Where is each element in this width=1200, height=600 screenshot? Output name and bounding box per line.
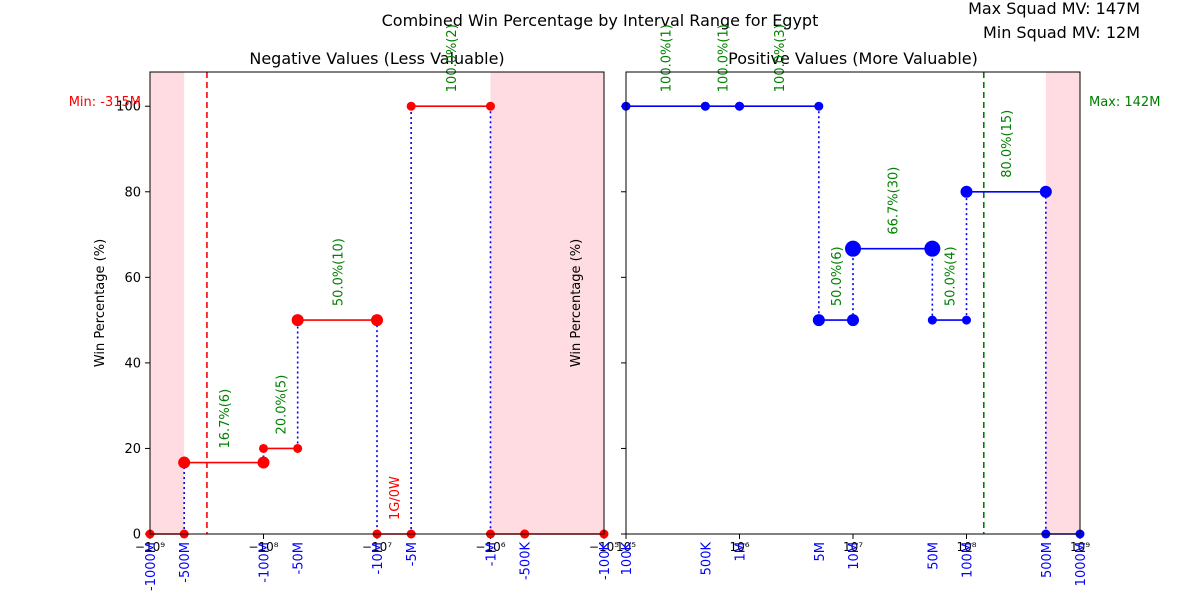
segment-point bbox=[486, 101, 495, 111]
max-marker-label: Max: 142M bbox=[1089, 95, 1160, 110]
win-pct-label: 50.0%(10) bbox=[331, 238, 346, 306]
segment-point bbox=[293, 443, 303, 453]
win-pct-label: 100.0%(1) bbox=[660, 24, 675, 92]
interval-tick-label: 1000M bbox=[1074, 542, 1089, 586]
win-pct-label: 50.0%(4) bbox=[943, 246, 958, 306]
win-pct-label: 80.0%(15) bbox=[1000, 110, 1015, 178]
interval-tick-label: 500M bbox=[1040, 542, 1055, 578]
interval-tick-label: -1M bbox=[485, 542, 500, 566]
segment-point bbox=[847, 314, 859, 327]
panel-title: Negative Values (Less Valuable) bbox=[249, 49, 504, 68]
y-tick-label: 80 bbox=[124, 185, 141, 200]
y-tick-label: 60 bbox=[124, 271, 141, 286]
win-pct-label: 66.7%(30) bbox=[887, 167, 902, 235]
segment-point bbox=[291, 314, 304, 327]
segment-point bbox=[960, 185, 973, 198]
interval-tick-label: 5M bbox=[813, 542, 828, 562]
x-tick-label: −10⁸ bbox=[248, 540, 278, 554]
no-win-label: 1G/0W bbox=[388, 476, 403, 520]
x-tick-label: 10⁷ bbox=[843, 540, 863, 554]
win-pct-label: 100.0%(2) bbox=[445, 24, 460, 92]
segment-point bbox=[1039, 185, 1052, 198]
x-tick-label: −10⁵ bbox=[589, 540, 619, 554]
interval-tick-label: -50M bbox=[292, 542, 307, 574]
segment-point bbox=[406, 101, 416, 111]
segment-point bbox=[924, 240, 941, 257]
interval-tick-label: -100M bbox=[258, 542, 273, 583]
segment-point bbox=[962, 315, 971, 325]
axes-frame bbox=[149, 71, 605, 535]
interval-tick-label: 50M bbox=[926, 542, 941, 570]
interval-tick-label: -1000M bbox=[144, 542, 159, 591]
segment-point bbox=[735, 101, 744, 111]
interval-tick-label: -500K bbox=[519, 542, 534, 581]
x-tick-label: 10⁹ bbox=[1070, 540, 1090, 554]
win-pct-label: 100.0%(1) bbox=[716, 24, 731, 92]
win-pct-label: 50.0%(6) bbox=[830, 246, 845, 306]
min-marker-label: Min: -315M bbox=[69, 95, 141, 110]
interval-tick-label: -10M bbox=[371, 542, 386, 574]
interval-tick-label: 1M bbox=[734, 542, 749, 562]
x-tick-label: −10⁶ bbox=[475, 540, 505, 554]
segment-point bbox=[178, 456, 191, 469]
win-pct-label: 100.0%(3) bbox=[773, 24, 788, 92]
shaded-range bbox=[1045, 72, 1080, 534]
y-tick-label: 40 bbox=[124, 356, 141, 371]
interval-tick-label: -500M bbox=[178, 542, 193, 583]
shaded-range bbox=[490, 72, 604, 534]
shaded-range bbox=[150, 72, 185, 534]
x-tick-label: −10⁹ bbox=[135, 540, 165, 554]
panel-negative-values: Negative Values (Less Valuable) Win Perce… bbox=[69, 24, 620, 591]
segment-point bbox=[700, 101, 710, 111]
x-tick-label: 10⁵ bbox=[616, 540, 636, 554]
figure-title: Combined Win Percentage by Interval Rang… bbox=[382, 11, 819, 30]
x-tick-label: 10⁸ bbox=[956, 540, 976, 554]
segment-point bbox=[814, 101, 824, 111]
win-pct-label: 16.7%(6) bbox=[218, 389, 233, 449]
y-tick-label: 20 bbox=[124, 442, 141, 457]
interval-tick-label: -100K bbox=[598, 542, 613, 581]
segment-point bbox=[371, 314, 383, 327]
x-tick-label: 10⁶ bbox=[729, 540, 749, 554]
interval-tick-label: 100K bbox=[620, 542, 635, 576]
y-tick-label: 0 bbox=[133, 528, 141, 543]
interval-tick-label: 100M bbox=[961, 542, 976, 578]
max-squad-mv-text: Max Squad MV: 147M bbox=[968, 0, 1140, 18]
x-tick-label: −10⁷ bbox=[362, 540, 392, 554]
interval-tick-label: 500K bbox=[699, 542, 714, 576]
segment-point bbox=[812, 314, 825, 327]
segment-point bbox=[257, 456, 270, 469]
min-squad-mv-text: Min Squad MV: 12M bbox=[983, 23, 1140, 42]
segment-point bbox=[845, 240, 861, 257]
segment-point bbox=[259, 443, 268, 453]
segment-point bbox=[927, 315, 937, 325]
win-pct-label: 20.0%(5) bbox=[275, 375, 290, 435]
interval-tick-label: -5M bbox=[405, 542, 420, 566]
panel-positive-values: Positive Values (More Valuable) Win Perce… bbox=[569, 24, 1160, 586]
panel-title: Positive Values (More Valuable) bbox=[728, 49, 978, 68]
y-axis-label: Win Percentage (%) bbox=[569, 239, 584, 367]
axes-frame bbox=[625, 71, 1081, 535]
interval-tick-label: 10M bbox=[847, 542, 862, 570]
y-tick-label: 100 bbox=[116, 100, 141, 115]
y-axis-label: Win Percentage (%) bbox=[93, 239, 108, 367]
